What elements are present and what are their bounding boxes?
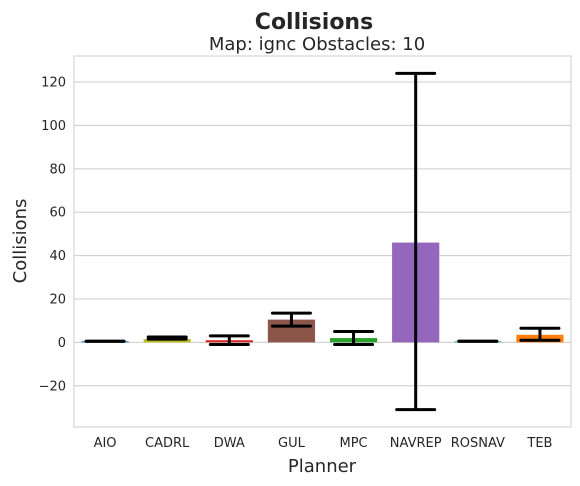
y-tick-label: 80: [49, 162, 66, 177]
y-axis-label: Collisions: [10, 199, 31, 284]
chart-subtitle: Map: ignc Obstacles: 10: [209, 34, 425, 55]
y-tick-label: 20: [49, 292, 66, 307]
x-tick-label: MPC: [339, 436, 367, 451]
bar: [143, 339, 191, 343]
x-tick-label: AIO: [94, 436, 117, 451]
y-tick-label: 60: [49, 206, 66, 221]
plot-area: [73, 55, 572, 428]
y-tick-label: 40: [49, 249, 66, 264]
x-tick-label: GUL: [278, 436, 306, 451]
y-tick-label: 0: [58, 336, 66, 351]
y-tick-label: 120: [41, 76, 66, 91]
y-tick-label: 100: [41, 119, 66, 134]
x-tick-label: CADRL: [145, 436, 190, 451]
x-tick-label: DWA: [214, 436, 245, 451]
x-tick-label: ROSNAV: [451, 436, 505, 451]
x-tick-label: TEB: [526, 436, 552, 451]
y-tick-labels: −20 0 20 40 60 80 100 120: [39, 76, 66, 395]
x-tick-labels: AIO CADRL DWA GUL MPC NAVREP ROSNAV TEB: [94, 436, 553, 451]
x-axis-label: Planner: [288, 456, 357, 477]
y-tick-label: −20: [39, 379, 66, 394]
chart-title: Collisions: [255, 10, 373, 35]
error-bars-group: [84, 71, 561, 412]
x-tick-label: NAVREP: [390, 436, 442, 451]
